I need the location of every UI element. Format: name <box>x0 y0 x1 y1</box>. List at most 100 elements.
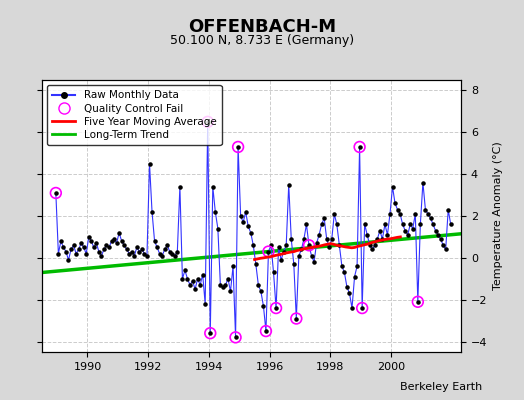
Point <box>54 250 62 257</box>
Point <box>302 221 311 228</box>
Point <box>201 301 210 307</box>
Point <box>138 246 146 253</box>
Point <box>102 242 111 248</box>
Point <box>254 282 263 288</box>
Point <box>340 269 348 276</box>
Point <box>130 252 138 259</box>
Point <box>145 160 154 167</box>
Point <box>337 263 346 270</box>
Point <box>135 248 144 255</box>
Point <box>62 248 70 255</box>
Point <box>272 305 280 311</box>
Point <box>292 315 301 322</box>
Point <box>431 228 440 234</box>
Point <box>259 303 268 309</box>
Point <box>107 238 116 244</box>
Point <box>127 248 136 255</box>
Point <box>406 221 414 228</box>
Point <box>381 221 389 228</box>
Point <box>355 144 364 150</box>
Point <box>226 288 235 294</box>
Point <box>168 250 177 257</box>
Point <box>361 221 369 228</box>
Point <box>335 242 344 248</box>
Point <box>429 221 437 228</box>
Point <box>322 236 331 242</box>
Point <box>355 144 364 150</box>
Point <box>315 232 323 238</box>
Point <box>413 298 422 305</box>
Point <box>87 238 95 244</box>
Point <box>80 244 88 250</box>
Point <box>292 315 301 322</box>
Point <box>183 276 192 282</box>
Point <box>409 225 417 232</box>
Point <box>203 119 212 125</box>
Point <box>290 261 298 267</box>
Point <box>77 240 85 246</box>
Point <box>160 246 169 253</box>
Point <box>368 246 376 253</box>
Point <box>257 288 265 294</box>
Point <box>242 209 250 215</box>
Point <box>398 221 407 228</box>
Point <box>358 305 366 311</box>
Point <box>312 240 321 246</box>
Point <box>148 209 156 215</box>
Point <box>115 230 123 236</box>
Point <box>300 236 308 242</box>
Point <box>186 282 194 288</box>
Point <box>234 144 242 150</box>
Point <box>275 244 283 250</box>
Point <box>264 248 272 255</box>
Point <box>72 250 80 257</box>
Point <box>52 190 60 196</box>
Point <box>305 242 313 248</box>
Point <box>358 305 366 311</box>
Point <box>434 232 442 238</box>
Point <box>156 250 164 257</box>
Point <box>272 305 280 311</box>
Point <box>244 223 253 230</box>
Point <box>100 246 108 253</box>
Point <box>424 211 432 217</box>
Point <box>310 259 318 265</box>
Point <box>112 240 121 246</box>
Point <box>378 236 387 242</box>
Point <box>74 246 83 253</box>
Point <box>219 284 227 290</box>
Point <box>421 206 430 213</box>
Point <box>123 246 131 253</box>
Point <box>269 269 278 276</box>
Point <box>52 190 60 196</box>
Point <box>345 290 354 297</box>
Point <box>232 334 240 340</box>
Point <box>239 219 247 226</box>
Point <box>419 179 427 186</box>
Point <box>166 248 174 255</box>
Point <box>95 248 103 255</box>
Point <box>297 246 305 253</box>
Point <box>396 211 405 217</box>
Point <box>84 234 93 240</box>
Point <box>171 252 179 259</box>
Point <box>282 242 290 248</box>
Point <box>370 242 379 248</box>
Point <box>383 232 391 238</box>
Point <box>325 244 333 250</box>
Y-axis label: Temperature Anomaly (°C): Temperature Anomaly (°C) <box>493 142 503 290</box>
Point <box>427 215 435 221</box>
Point <box>105 244 113 250</box>
Point <box>446 221 455 228</box>
Point <box>351 274 359 280</box>
Legend: Raw Monthly Data, Quality Control Fail, Five Year Moving Average, Long-Term Tren: Raw Monthly Data, Quality Control Fail, … <box>47 85 222 145</box>
Point <box>209 184 217 190</box>
Point <box>328 236 336 242</box>
Point <box>363 232 372 238</box>
Point <box>444 206 452 213</box>
Point <box>343 284 351 290</box>
Point <box>173 248 181 255</box>
Point <box>386 211 394 217</box>
Point <box>294 252 303 259</box>
Point <box>267 242 275 248</box>
